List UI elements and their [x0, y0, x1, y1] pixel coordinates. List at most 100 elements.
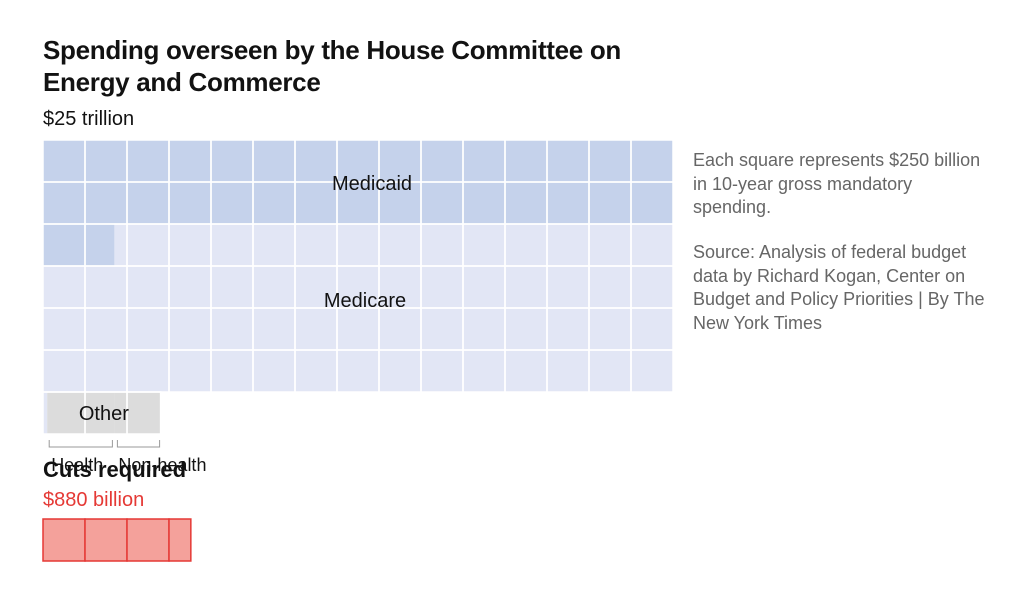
medicare-square [421, 350, 463, 392]
medicare-square [337, 266, 379, 308]
medicare-square [169, 224, 211, 266]
medicare-square [463, 308, 505, 350]
cuts-square [42, 518, 86, 562]
medicaid-square [211, 182, 253, 224]
medicare-label: Medicare [324, 290, 406, 312]
medicare-square [169, 308, 211, 350]
other-nonhealth-square [114, 392, 127, 434]
medicaid-square [505, 182, 547, 224]
medicaid-square [43, 140, 85, 182]
medicare-square [253, 224, 295, 266]
medicaid-square [85, 224, 115, 266]
medicaid-square [631, 182, 673, 224]
medicare-square [589, 266, 631, 308]
medicaid-square [43, 182, 85, 224]
medicare-square [127, 266, 169, 308]
medicare-square [589, 350, 631, 392]
health-label: Health [51, 455, 103, 475]
medicare-square [211, 308, 253, 350]
cuts-amount: $880 billion [43, 489, 145, 511]
medicare-square [169, 266, 211, 308]
medicaid-square [589, 182, 631, 224]
medicare-square [43, 350, 85, 392]
medicaid-square [169, 182, 211, 224]
medicaid-square [421, 140, 463, 182]
medicare-square [43, 392, 48, 434]
medicare-square [295, 350, 337, 392]
medicare-square [253, 308, 295, 350]
medicare-square [631, 308, 673, 350]
medicare-square [211, 224, 253, 266]
medicaid-square [589, 140, 631, 182]
medicare-square [547, 308, 589, 350]
medicare-square [505, 350, 547, 392]
grid-cell [126, 391, 162, 435]
medicare-square [505, 224, 547, 266]
medicaid-square [337, 182, 379, 224]
medicare-square [253, 350, 295, 392]
other-label: Other [79, 403, 129, 425]
medicare-square [547, 266, 589, 308]
medicare-square [379, 308, 421, 350]
medicaid-square [169, 140, 211, 182]
medicaid-square [127, 140, 169, 182]
medicaid-square [85, 182, 127, 224]
medicare-square [43, 266, 85, 308]
cuts-square [84, 518, 128, 562]
medicare-square [421, 266, 463, 308]
medicare-square [505, 266, 547, 308]
medicare-square [547, 350, 589, 392]
medicare-square [631, 224, 673, 266]
other-nonhealth-square [127, 392, 161, 434]
medicare-square [295, 308, 337, 350]
medicare-square [43, 308, 85, 350]
medicaid-label: Medicaid [332, 173, 412, 195]
medicaid-square [379, 182, 421, 224]
medicare-square [463, 266, 505, 308]
medicare-square [421, 224, 463, 266]
medicare-square [589, 224, 631, 266]
medicare-square [379, 350, 421, 392]
health-bracket [48, 440, 113, 448]
other-health-square [85, 392, 115, 434]
medicare-square [127, 350, 169, 392]
medicare-square [295, 266, 337, 308]
medicare-square [253, 266, 295, 308]
medicaid-square [547, 182, 589, 224]
medicare-square [85, 308, 127, 350]
medicare-square [463, 224, 505, 266]
medicare-square [127, 308, 169, 350]
medicare-square [631, 266, 673, 308]
medicare-square [85, 266, 127, 308]
medicare-square [547, 224, 589, 266]
medicare-square [85, 350, 127, 392]
medicare-square [295, 224, 337, 266]
other-health-square [47, 392, 85, 434]
cuts-square [126, 518, 170, 562]
medicare-square [211, 350, 253, 392]
grid-cell [630, 349, 674, 393]
medicare-square [211, 266, 253, 308]
medicaid-square [43, 224, 85, 266]
cuts-square [168, 518, 192, 562]
chart-title: Spending overseen by the House Committee… [43, 35, 621, 97]
medicare-square [379, 266, 421, 308]
medicaid-square [547, 140, 589, 182]
total-label: $25 trillion [43, 108, 135, 130]
medicaid-square [127, 182, 169, 224]
medicaid-square [505, 140, 547, 182]
medicaid-square [295, 182, 337, 224]
medicare-square [337, 350, 379, 392]
medicare-square [337, 224, 379, 266]
source-note: Source: Analysis of federal budget data … [693, 242, 985, 333]
medicaid-square [463, 182, 505, 224]
medicare-square [337, 308, 379, 350]
medicare-square [114, 224, 127, 266]
nonhealth-bracket [116, 440, 161, 448]
medicare-square [463, 350, 505, 392]
medicare-square [127, 224, 169, 266]
medicaid-square [295, 140, 337, 182]
medicaid-square [253, 182, 295, 224]
medicaid-square [631, 140, 673, 182]
